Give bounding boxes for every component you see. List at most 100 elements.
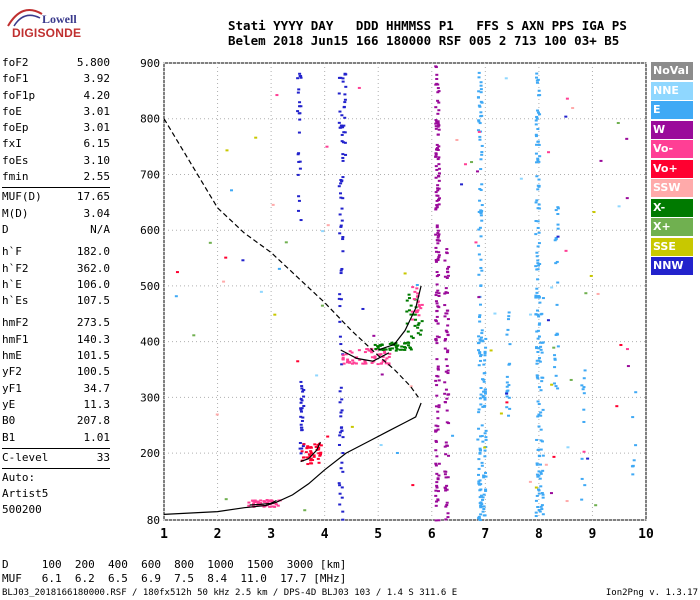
echo-point bbox=[538, 113, 542, 116]
trace-echo-point bbox=[370, 361, 374, 364]
series-line-trace-F1 bbox=[300, 441, 321, 463]
trace-echo-point bbox=[420, 320, 424, 323]
trace-echo-point bbox=[358, 358, 362, 361]
param-row: C-level 33 bbox=[2, 450, 110, 466]
param-value: 1.01 bbox=[83, 430, 111, 444]
echo-point bbox=[434, 449, 438, 452]
trace-echo-point bbox=[416, 332, 420, 335]
echo-point bbox=[436, 133, 440, 136]
echo-point bbox=[539, 485, 543, 488]
trace-echo-point bbox=[410, 310, 414, 313]
echo-point bbox=[483, 432, 487, 435]
trace-echo-point bbox=[253, 501, 257, 504]
echo-point bbox=[539, 345, 543, 348]
echo-point bbox=[482, 476, 486, 479]
echo-point bbox=[435, 224, 439, 227]
echo-point bbox=[443, 381, 447, 384]
echo-point bbox=[443, 445, 447, 448]
echo-point bbox=[537, 359, 541, 362]
trace-echo-point bbox=[309, 457, 313, 460]
echo-point bbox=[446, 351, 450, 354]
echo-point bbox=[434, 319, 438, 322]
x-tick-label: 4 bbox=[321, 527, 329, 542]
echo-point bbox=[298, 101, 302, 104]
echo-point bbox=[482, 380, 486, 383]
echo-point bbox=[415, 283, 419, 286]
echo-point bbox=[337, 92, 341, 95]
echo-point bbox=[535, 374, 539, 377]
echo-point bbox=[478, 502, 482, 505]
echo-point bbox=[479, 403, 483, 406]
trace-echo-point bbox=[271, 505, 275, 508]
trace-echo-point bbox=[416, 292, 420, 295]
echo-point bbox=[537, 264, 541, 267]
echo-point bbox=[505, 392, 509, 395]
echo-point bbox=[446, 309, 450, 312]
echo-point bbox=[446, 372, 450, 375]
trace-echo-point bbox=[302, 443, 306, 446]
echo-point bbox=[484, 489, 488, 492]
trace-echo-point bbox=[346, 360, 350, 363]
echo-point bbox=[480, 151, 484, 154]
trace-echo-point bbox=[383, 359, 387, 362]
trace-echo-point bbox=[373, 356, 377, 359]
echo-point bbox=[505, 375, 509, 378]
x-tick-label: 8 bbox=[535, 527, 543, 542]
echo-point bbox=[476, 438, 480, 441]
echo-point bbox=[479, 494, 483, 497]
echo-point bbox=[437, 306, 441, 309]
trace-echo-point bbox=[414, 309, 418, 312]
echo-point bbox=[476, 96, 480, 99]
echo-point bbox=[536, 329, 540, 332]
echo-point bbox=[505, 406, 509, 409]
echo-point bbox=[434, 338, 438, 341]
echo-point bbox=[437, 203, 441, 206]
param-label: yE bbox=[2, 397, 16, 411]
series-line-trace-F2-lower bbox=[340, 349, 390, 362]
echo-point bbox=[479, 266, 483, 269]
echo-point bbox=[477, 104, 481, 107]
echo-point bbox=[477, 411, 481, 414]
param-label: C-level bbox=[2, 450, 49, 464]
echo-point bbox=[505, 385, 509, 388]
param-value: 101.5 bbox=[76, 349, 110, 363]
echo-point bbox=[477, 120, 481, 123]
echo-point bbox=[435, 147, 439, 150]
echo-point bbox=[435, 291, 439, 294]
echo-point bbox=[483, 359, 487, 362]
echo-point bbox=[586, 457, 590, 460]
param-label: MUF(D) bbox=[2, 190, 42, 204]
y-tick-label: 200 bbox=[140, 447, 160, 460]
echo-point bbox=[277, 267, 281, 270]
echo-point bbox=[435, 226, 439, 229]
trace-echo-point bbox=[318, 454, 322, 457]
echo-point bbox=[296, 173, 300, 176]
param-separator bbox=[2, 468, 110, 470]
echo-point bbox=[479, 488, 483, 491]
echo-point bbox=[553, 354, 557, 357]
echo-point bbox=[436, 428, 440, 431]
echo-point bbox=[339, 196, 343, 199]
echo-point bbox=[477, 76, 481, 79]
trace-echo-point bbox=[348, 350, 352, 353]
echo-point bbox=[553, 366, 557, 369]
trace-echo-point bbox=[409, 348, 413, 351]
echo-point bbox=[506, 389, 510, 392]
trace-echo-point bbox=[366, 348, 370, 351]
echo-point bbox=[536, 226, 540, 229]
echo-point bbox=[539, 389, 543, 392]
echo-point bbox=[435, 384, 439, 387]
echo-point bbox=[534, 486, 538, 489]
echo-point bbox=[535, 72, 539, 75]
trace-echo-point bbox=[311, 459, 315, 462]
echo-point bbox=[339, 467, 343, 470]
echo-point bbox=[301, 390, 305, 393]
echo-point bbox=[437, 233, 441, 236]
echo-point bbox=[541, 408, 545, 411]
echo-point bbox=[436, 87, 440, 90]
trace-echo-point bbox=[306, 463, 310, 466]
trace-echo-point bbox=[252, 503, 256, 506]
trace-echo-point bbox=[409, 304, 413, 307]
trace-echo-point bbox=[355, 356, 359, 359]
echo-point bbox=[437, 251, 441, 254]
